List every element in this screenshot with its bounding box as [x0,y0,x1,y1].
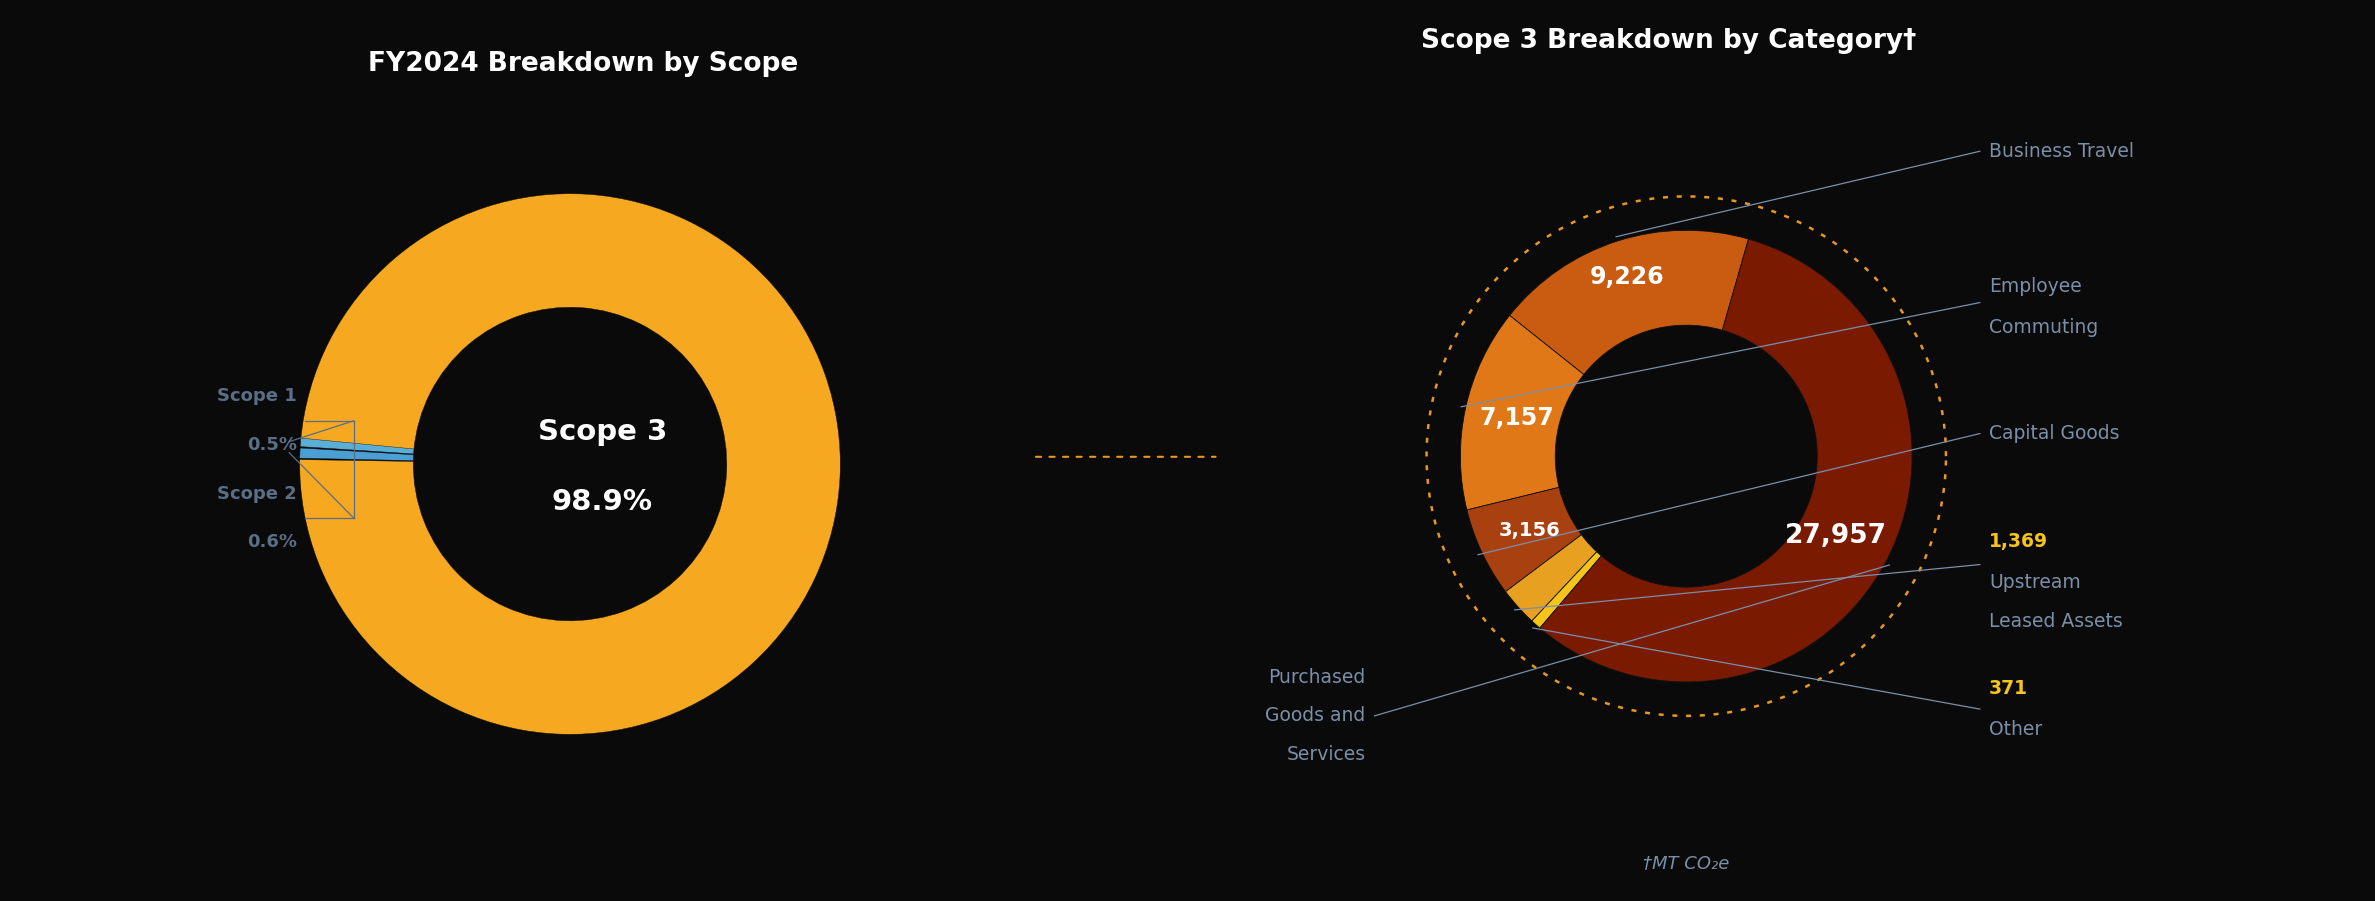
Text: Upstream: Upstream [1988,573,2080,592]
Text: Scope 2: Scope 2 [216,485,297,503]
Text: Purchased: Purchased [1268,668,1366,687]
Text: 98.9%: 98.9% [551,487,653,516]
Wedge shape [1461,315,1584,510]
Text: Scope 3 Breakdown by Category†: Scope 3 Breakdown by Category† [1420,28,1917,53]
Text: FY2024 Breakdown by Scope: FY2024 Breakdown by Scope [368,51,798,77]
Text: Services: Services [1287,745,1366,764]
Wedge shape [1532,551,1601,628]
Text: 371: 371 [1988,679,2028,698]
Text: 3,156: 3,156 [1499,521,1560,540]
Text: 0.6%: 0.6% [247,533,297,551]
Wedge shape [299,438,413,454]
Text: Leased Assets: Leased Assets [1988,612,2123,631]
Text: 7,157: 7,157 [1480,406,1553,430]
Wedge shape [1468,487,1582,592]
Text: Commuting: Commuting [1988,318,2097,337]
Text: Scope 1: Scope 1 [216,387,297,405]
Text: Employee: Employee [1988,278,2080,296]
Text: 27,957: 27,957 [1784,523,1886,550]
Text: Goods and: Goods and [1266,706,1366,725]
Wedge shape [1506,534,1596,621]
Text: 0.5%: 0.5% [247,436,297,454]
Wedge shape [1539,239,1912,682]
Text: Other: Other [1988,720,2042,739]
Text: Scope 3: Scope 3 [537,417,667,446]
Text: †MT CO₂e: †MT CO₂e [1643,853,1729,871]
Text: 1,369: 1,369 [1988,532,2047,551]
Wedge shape [1510,231,1748,375]
Wedge shape [299,448,413,460]
Text: Capital Goods: Capital Goods [1988,424,2118,443]
Text: 9,226: 9,226 [1591,265,1665,289]
Text: Business Travel: Business Travel [1988,141,2133,160]
Wedge shape [299,194,841,734]
